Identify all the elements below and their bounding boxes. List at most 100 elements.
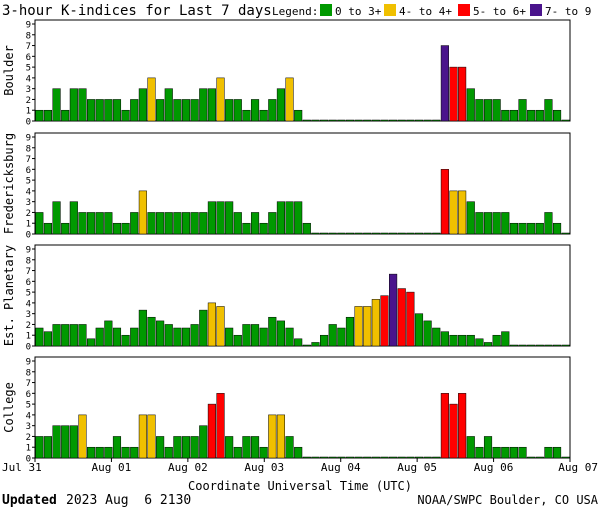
- k-bar: [276, 414, 285, 459]
- k-bar: [164, 446, 173, 459]
- k-bar: [527, 456, 536, 459]
- legend-swatch: [320, 4, 332, 16]
- x-tick-label: Aug 05: [397, 461, 437, 474]
- k-bar: [552, 222, 562, 235]
- k-bar: [104, 320, 113, 347]
- k-bar: [199, 212, 208, 235]
- k-bar: [164, 324, 173, 347]
- x-tick-label: Jul 31: [2, 461, 42, 474]
- k-bar: [69, 324, 78, 347]
- source-credit: NOAA/SWPC Boulder, CO USA: [417, 493, 598, 507]
- k-bar: [285, 327, 294, 347]
- k-bar: [147, 316, 156, 347]
- legend-swatch: [458, 4, 470, 16]
- k-bar: [406, 232, 415, 235]
- k-bar: [483, 99, 493, 122]
- y-tick-label: 8: [26, 144, 31, 154]
- x-axis-ticks: Jul 31 Aug 01 Aug 02 Aug 03 Aug 04 Aug 05 Aug …: [2, 458, 598, 474]
- k-bar: [250, 436, 260, 459]
- k-bar: [199, 309, 208, 347]
- k-bar: [354, 232, 363, 235]
- legend-entry: 5- to 6+: [473, 5, 526, 18]
- k-bar: [328, 456, 337, 459]
- x-tick-label: Aug 01: [92, 461, 132, 474]
- y-tick-label: 5: [26, 64, 31, 74]
- k-bar: [544, 344, 553, 347]
- k-bar: [69, 88, 78, 122]
- k-bar: [302, 119, 311, 122]
- k-bar: [35, 327, 44, 347]
- k-bar: [544, 99, 553, 122]
- k-bar: [216, 201, 225, 235]
- k-bar: [414, 313, 424, 347]
- k-bar: [78, 414, 87, 459]
- panel-frame: [34, 356, 571, 459]
- k-bar: [345, 316, 355, 347]
- k-bar: [242, 324, 251, 347]
- updated-value: 2023 Aug 6 2130: [66, 493, 191, 508]
- k-bar: [380, 232, 389, 235]
- k-bar: [285, 436, 294, 459]
- k-bar: [294, 109, 303, 122]
- k-bar: [268, 316, 277, 347]
- k-bar: [397, 288, 406, 347]
- k-bar: [233, 334, 242, 347]
- k-bar: [535, 222, 544, 235]
- y-tick-label: 5: [26, 289, 31, 299]
- legend: 0 to 3+ 4- to 4+ 5- to 6+ 7- to 9: [320, 4, 591, 18]
- k-bar: [380, 119, 389, 122]
- k-bar: [527, 222, 536, 235]
- x-tick-label: Aug 02: [168, 461, 208, 474]
- k-bar: [449, 190, 458, 235]
- k-bar: [225, 436, 234, 459]
- k-bar: [130, 99, 139, 122]
- k-bar: [61, 222, 70, 235]
- y-tick-label: 4: [26, 299, 31, 309]
- k-bar: [250, 212, 260, 235]
- k-bar: [112, 327, 122, 347]
- k-bar: [440, 393, 449, 459]
- k-bar: [302, 344, 311, 347]
- k-bar: [35, 109, 44, 122]
- y-tick-label: 5: [26, 177, 31, 187]
- y-tick-label: 9: [26, 358, 31, 368]
- k-bar: [423, 320, 432, 347]
- k-bar: [483, 212, 493, 235]
- y-tick-label: 4: [26, 74, 31, 84]
- k-bar: [432, 327, 441, 347]
- x-axis-label: Coordinate Universal Time (UTC): [188, 479, 412, 493]
- y-tick-label: 7: [26, 155, 31, 165]
- k-bar: [440, 45, 449, 122]
- y-tick-label: 9: [26, 134, 31, 144]
- k-bar: [207, 302, 216, 347]
- y-tick-label: 6: [26, 278, 31, 288]
- k-bar: [492, 212, 501, 235]
- k-bar: [147, 77, 156, 122]
- k-bar: [518, 446, 527, 459]
- y-tick-label: 6: [26, 166, 31, 176]
- k-bar: [492, 334, 501, 347]
- y-tick-label: 7: [26, 379, 31, 389]
- k-bar: [250, 324, 260, 347]
- k-bar: [104, 212, 113, 235]
- x-tick-label: Aug 04: [321, 461, 361, 474]
- k-bar: [535, 456, 544, 459]
- k-bar: [156, 320, 165, 347]
- k-bar: [320, 232, 329, 235]
- k-bar: [380, 456, 389, 459]
- k-bar: [52, 88, 61, 122]
- k-bar: [294, 446, 303, 459]
- k-bar: [104, 446, 113, 459]
- k-bar: [354, 456, 363, 459]
- x-tick-label: Aug 03: [244, 461, 284, 474]
- k-bar: [78, 212, 87, 235]
- k-bar: [414, 119, 424, 122]
- panel-frame: [34, 244, 571, 347]
- k-bar: [509, 446, 518, 459]
- k-bar: [52, 324, 61, 347]
- k-bar: [156, 212, 165, 235]
- k-bar: [43, 109, 53, 122]
